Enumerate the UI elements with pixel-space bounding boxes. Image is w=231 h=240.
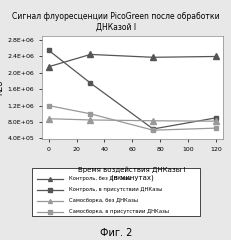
Самосборка, в присутствии ДНКазы (213, 127, 216, 130)
Line: Самосборка, в присутствии ДНКазы: Самосборка, в присутствии ДНКазы (46, 103, 217, 133)
Line: Контроль, без ДНКазы: Контроль, без ДНКазы (46, 52, 218, 70)
Контроль, без ДНКазы (151, 56, 154, 59)
Контроль, без ДНКазы (213, 55, 216, 58)
Самосборка, в присутствии ДНКазы (89, 112, 91, 115)
Контроль, без ДНКазы (89, 53, 91, 56)
Контроль, без ДНКазы (47, 65, 50, 68)
Text: Контроль, в присутствии ДНКазы: Контроль, в присутствии ДНКазы (69, 187, 162, 192)
Y-axis label: REU: REU (0, 80, 4, 96)
Line: Самосборка, без ДНКазы: Самосборка, без ДНКазы (46, 116, 218, 124)
Самосборка, в присутствии ДНКазы (47, 104, 50, 107)
Text: Самосборка, без ДНКазы: Самосборка, без ДНКазы (69, 198, 138, 203)
FancyBboxPatch shape (32, 168, 199, 216)
Самосборка, без ДНКазы (47, 117, 50, 120)
Контроль, в присутствии ДНКазы (213, 116, 216, 119)
Контроль, в присутствии ДНКазы (89, 82, 91, 84)
Контроль, в присутствии ДНКазы (47, 49, 50, 52)
Text: Фиг. 2: Фиг. 2 (99, 228, 132, 238)
Text: Самосборка, в присутствии ДНКазы: Самосборка, в присутствии ДНКазы (69, 209, 168, 214)
Text: Время воздействия ДНКазы I
(в минутах): Время воздействия ДНКазы I (в минутах) (78, 167, 185, 181)
Text: Сигнал флуоресценции PicoGreen после обработки
ДНКазой I: Сигнал флуоресценции PicoGreen после обр… (12, 12, 219, 31)
Контроль, в присутствии ДНКазы (151, 127, 154, 130)
Самосборка, без ДНКазы (89, 119, 91, 121)
Самосборка, без ДНКазы (213, 120, 216, 123)
Line: Контроль, в присутствии ДНКазы: Контроль, в присутствии ДНКазы (46, 48, 217, 131)
Text: Контроль, без ДНКазы: Контроль, без ДНКазы (69, 176, 131, 181)
Самосборка, в присутствии ДНКазы (151, 129, 154, 132)
Самосборка, без ДНКазы (151, 119, 154, 122)
